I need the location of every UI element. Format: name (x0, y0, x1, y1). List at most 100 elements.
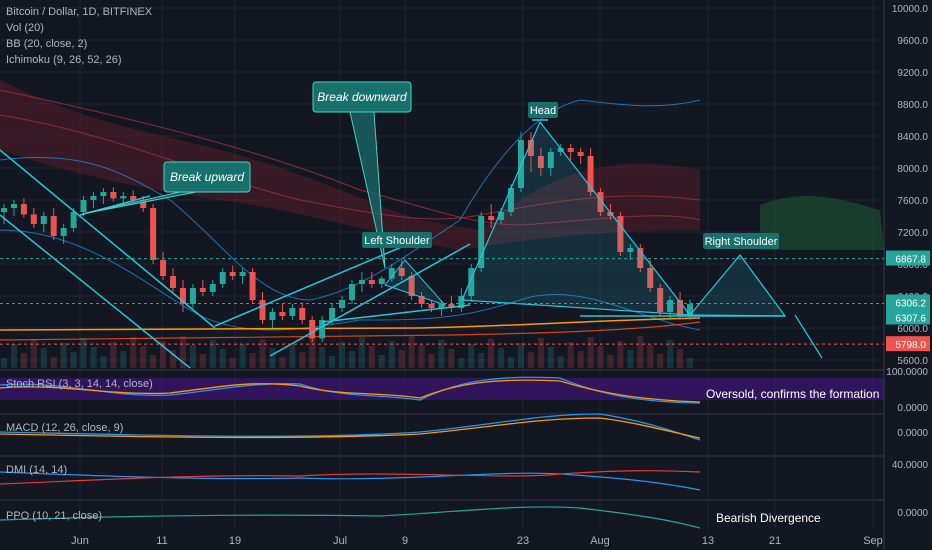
ppo-label[interactable]: PPO (10, 21, close) (6, 510, 102, 522)
price-label-box (886, 250, 930, 266)
time-tick: Jun (71, 535, 89, 547)
candle-body (428, 304, 435, 308)
volume-bar (269, 348, 276, 368)
candle-body (269, 312, 276, 320)
volume-bar (249, 353, 256, 368)
candle-body (587, 156, 594, 192)
candle-body (199, 288, 206, 292)
trend-line[interactable] (321, 304, 471, 323)
volume-bar (408, 336, 415, 368)
grid-lines (0, 0, 885, 550)
volume-bar (368, 346, 375, 368)
bb-upper (0, 99, 701, 301)
candle-body (637, 248, 644, 268)
volume-bar (120, 351, 127, 368)
dmi-plus (0, 471, 701, 491)
volume-bar (388, 341, 395, 368)
candle-body (60, 228, 67, 236)
candle-body (150, 208, 157, 260)
volume-bar (209, 340, 216, 368)
volume-bar (637, 336, 644, 368)
volume-bar (329, 356, 336, 368)
volume-bar (667, 340, 674, 368)
time-tick: 11 (156, 535, 167, 547)
symbol-title[interactable]: Bitcoin / Dollar, 1D, BITFINEX (6, 6, 153, 18)
volume-bar (189, 345, 196, 368)
span-a (0, 114, 701, 220)
volume-bar (229, 358, 236, 368)
stoch-tick: 100.0000 (886, 367, 928, 378)
macd-signal (0, 417, 701, 439)
stoch-rsi-label[interactable]: Stoch RSI (3, 3, 14, 14, close) (6, 378, 153, 390)
legend-vol[interactable]: Vol (20) (6, 22, 44, 34)
volume-bar (657, 354, 664, 368)
stoch-d (0, 379, 701, 403)
candle-body (687, 304, 693, 316)
price-label: 6867.8 (895, 255, 926, 266)
candle-body (508, 188, 515, 212)
annotation-labels: Break upward Break downward Head Left Shoul… (81, 81, 879, 525)
volume-bar (10, 344, 17, 368)
right-shoulder-triangle[interactable] (688, 254, 787, 317)
head-box[interactable] (528, 102, 558, 118)
break-downward-box[interactable] (312, 81, 412, 113)
candle-body (468, 268, 475, 296)
right-shoulder-box[interactable] (703, 233, 779, 249)
price-label: 5798.0 (895, 340, 926, 351)
volume-bar (339, 342, 346, 368)
volume-bar (170, 350, 177, 368)
price-axis[interactable]: 10000.0 9600.0 9200.0 8800.0 8400.0 8000.0 760… (886, 4, 930, 519)
time-axis[interactable]: Jun 11 19 Jul 9 23 Aug 13 21 Sep (71, 535, 883, 547)
price-tick: 8400.0 (897, 132, 928, 143)
volume-bar (537, 338, 544, 368)
candle-body (50, 216, 57, 236)
volume-bar (40, 348, 47, 368)
volume-bar (90, 347, 97, 368)
time-tick: Sep (863, 535, 883, 547)
bollinger-bands (0, 99, 701, 341)
break-upward-tail (81, 191, 197, 215)
candle-body (647, 268, 654, 288)
volume-bar (219, 349, 226, 368)
time-tick: 19 (229, 535, 241, 547)
candle-body (170, 276, 177, 288)
legend-ichimoku[interactable]: Ichimoku (9, 26, 52, 26) (6, 54, 122, 66)
volume-bar (289, 343, 296, 368)
legend-bb[interactable]: BB (20, close, 2) (6, 38, 88, 50)
trend-line[interactable] (0, 149, 216, 329)
target-arrow[interactable] (794, 314, 823, 359)
right-shoulder-text: Right Shoulder (705, 236, 778, 248)
volume-bar (309, 338, 316, 368)
candle-body (80, 200, 87, 212)
break-upward-box[interactable] (163, 161, 251, 193)
volume-bar (418, 345, 425, 368)
time-tick: 21 (769, 535, 781, 547)
drawings (0, 119, 884, 369)
trend-line[interactable] (0, 214, 191, 369)
volume-bar (239, 344, 246, 368)
candle-body (140, 200, 147, 208)
trend-line[interactable] (269, 243, 471, 357)
volume-bar (428, 354, 435, 368)
volume-bar (20, 353, 27, 368)
volume-bar (448, 349, 455, 368)
left-shoulder-box[interactable] (362, 232, 432, 248)
candle-body (90, 196, 97, 200)
left-shoulder-triangle[interactable] (384, 259, 447, 307)
trend-line[interactable] (214, 234, 431, 327)
candle-body (160, 260, 167, 276)
candle-body (289, 308, 296, 316)
macd-label[interactable]: MACD (12, 26, close, 9) (6, 422, 124, 434)
price-tick: 8800.0 (897, 100, 928, 111)
dmi-label[interactable]: DMI (14, 14) (6, 464, 68, 476)
volume-bar (597, 346, 604, 368)
bb-lower (0, 229, 701, 331)
time-tick: Aug (590, 535, 610, 547)
candle-body (677, 300, 684, 316)
candle-body (219, 272, 226, 284)
main-legend: Bitcoin / Dollar, 1D, BITFINEX Vol (20) … (6, 4, 152, 68)
head-triangle[interactable] (461, 120, 692, 316)
head-text: Head (530, 105, 556, 117)
candle-body (418, 296, 425, 304)
